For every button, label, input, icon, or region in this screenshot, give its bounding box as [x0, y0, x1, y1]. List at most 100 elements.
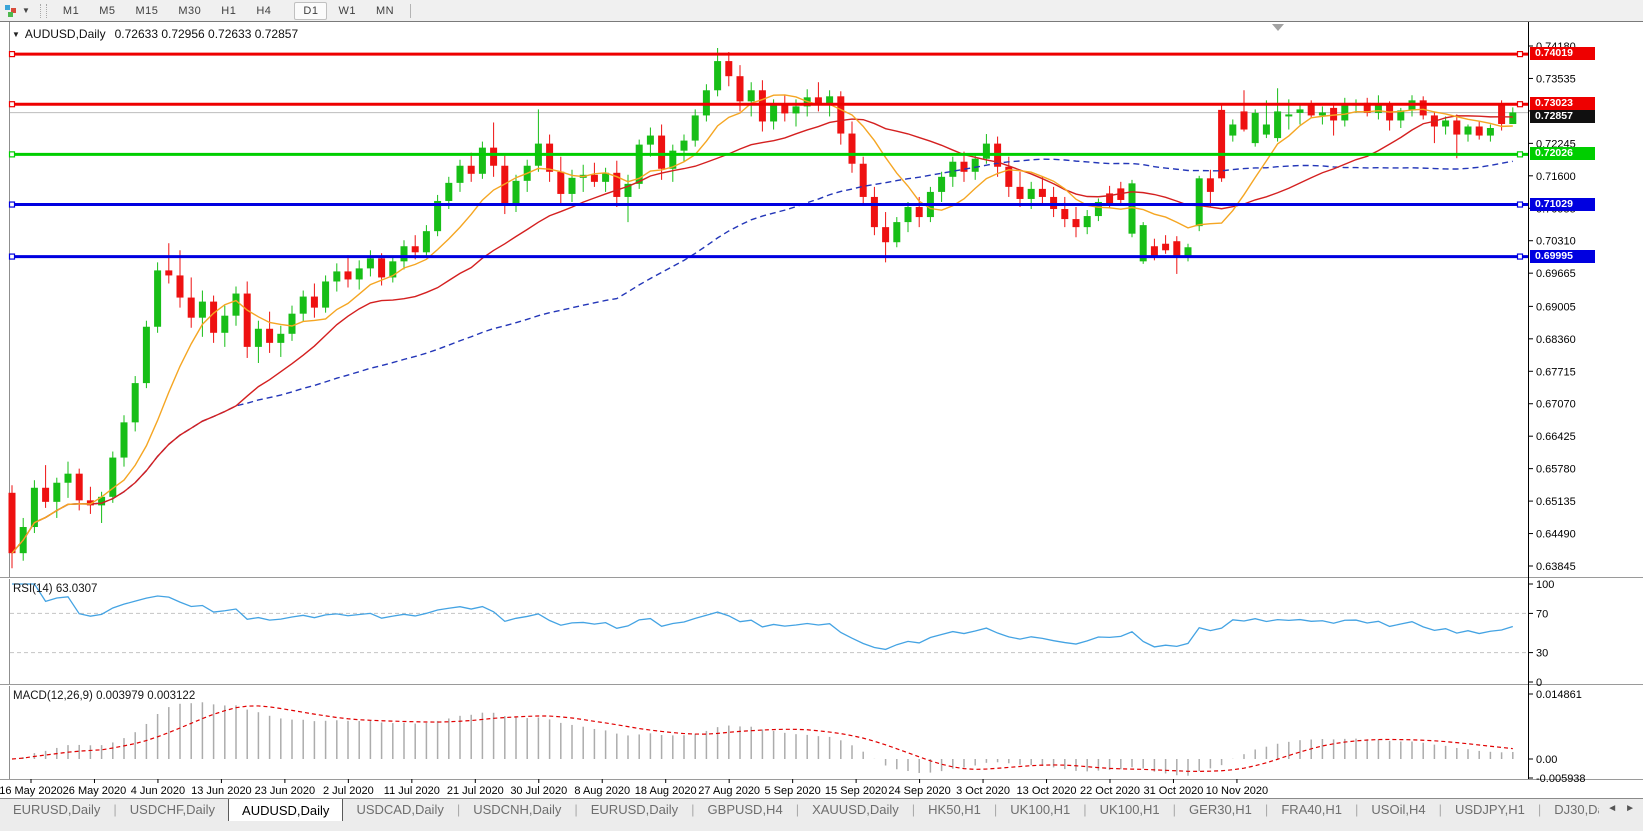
svg-text:22 Oct 2020: 22 Oct 2020	[1080, 785, 1140, 797]
svg-text:30 Jul 2020: 30 Jul 2020	[510, 785, 567, 797]
svg-text:24 Sep 2020: 24 Sep 2020	[888, 785, 950, 797]
svg-text:0.65135: 0.65135	[1536, 496, 1576, 508]
timeframe-button-M15[interactable]: M15	[135, 4, 159, 17]
tab-scroll-left-icon[interactable]: ◄	[1607, 803, 1618, 814]
rsi-pane[interactable]	[10, 583, 1528, 654]
chart-tab-eurusd-daily[interactable]: EURUSD,Daily	[590, 802, 679, 817]
svg-text:3 Oct 2020: 3 Oct 2020	[956, 785, 1010, 797]
timeframe-button-W1[interactable]: W1	[338, 4, 356, 17]
price-badge-0.71029: 0.71029	[1530, 198, 1595, 211]
tab-divider: |	[113, 802, 117, 817]
svg-text:13 Oct 2020: 13 Oct 2020	[1017, 785, 1077, 797]
chart-context-caret-icon[interactable]: ▼	[12, 30, 20, 39]
svg-text:70: 70	[1536, 608, 1548, 620]
svg-text:16 May 2020: 16 May 2020	[0, 785, 63, 797]
tab-divider: |	[795, 802, 800, 817]
svg-text:0.71600: 0.71600	[1536, 171, 1576, 183]
tab-divider: |	[993, 802, 998, 817]
chart-tab-usdcad-daily[interactable]: USDCAD,Daily	[356, 802, 444, 817]
ma-slow-line	[11, 158, 1513, 554]
chart-tabs: EURUSD,Daily | USDCHF,Daily AUDUSD,Daily USD…	[0, 799, 1599, 821]
chart-tab-usoil-h4[interactable]: USOil,H4	[1371, 802, 1426, 817]
tab-divider: |	[456, 802, 461, 817]
svg-text:0.64490: 0.64490	[1536, 529, 1576, 541]
timeframe-button-MN[interactable]: MN	[375, 4, 395, 17]
chart-tab-hk50-h1[interactable]: HK50,H1	[928, 802, 981, 817]
svg-text:27 Aug 2020: 27 Aug 2020	[698, 785, 760, 797]
chart-tab-dj30-daily[interactable]: DJ30,Daily	[1554, 802, 1599, 817]
svg-text:0.66425: 0.66425	[1536, 431, 1576, 443]
svg-text:5 Sep 2020: 5 Sep 2020	[764, 785, 820, 797]
macd-pane[interactable]	[11, 702, 1514, 776]
svg-text:15 Sep 2020: 15 Sep 2020	[825, 785, 887, 797]
ma-fast-line	[11, 94, 1513, 554]
toolbar-separator	[410, 3, 412, 18]
svg-text:0.67715: 0.67715	[1536, 366, 1576, 378]
tab-divider: |	[1083, 802, 1087, 817]
svg-text:13 Jun 2020: 13 Jun 2020	[191, 785, 252, 797]
svg-text:0.014861: 0.014861	[1536, 689, 1582, 701]
chart-tab-uk100-h1[interactable]: UK100,H1	[1099, 802, 1160, 817]
svg-text:0.70310: 0.70310	[1536, 236, 1576, 248]
timeframe-button-M1[interactable]: M1	[62, 4, 80, 17]
chart-profiles-icon[interactable]	[4, 4, 20, 18]
chart-tab-xauusd-daily[interactable]: XAUUSD,Daily	[812, 802, 899, 817]
tab-divider: |	[1438, 802, 1442, 817]
svg-text:-0.005938: -0.005938	[1536, 773, 1586, 785]
svg-text:0.65780: 0.65780	[1536, 464, 1576, 476]
current-price-badge: 0.72857	[1530, 110, 1595, 123]
symbol-label: AUDUSD,Daily	[24, 27, 106, 41]
svg-text:4 Jun 2020: 4 Jun 2020	[131, 785, 185, 797]
svg-text:100: 100	[1536, 579, 1554, 591]
svg-text:11 Jul 2020: 11 Jul 2020	[384, 785, 440, 797]
tab-divider: |	[691, 802, 695, 817]
svg-text:0.69005: 0.69005	[1536, 301, 1576, 313]
svg-text:0: 0	[1536, 677, 1542, 689]
tab-divider: |	[574, 802, 578, 817]
time-axis[interactable]: 16 May 2020 26 May 2020 4 Jun 2020 13 Jun 2…	[0, 779, 1268, 797]
tab-scroll-right-icon[interactable]: ►	[1625, 803, 1635, 814]
macd-indicator-label: MACD(12,26,9) 0.003979 0.003122	[13, 690, 196, 702]
tab-divider: |	[911, 802, 916, 817]
tab-scroll-controls: ◄ ►	[1599, 799, 1643, 818]
timeframe-button-group: M1 M5 M15 M30 H1 H4 D1 W1 MN	[53, 1, 404, 20]
price-badge-0.72026: 0.72026	[1530, 147, 1595, 160]
chart-shift-marker-icon	[1272, 24, 1284, 31]
svg-text:0.69665: 0.69665	[1536, 268, 1576, 280]
chart-tab-uk100-h1[interactable]: UK100,H1	[1010, 802, 1071, 817]
pane-separators	[0, 577, 1643, 780]
timeframe-button-M5[interactable]: M5	[99, 4, 116, 17]
chart-tab-ger30-h1[interactable]: GER30,H1	[1189, 802, 1252, 817]
timeframe-button-H1[interactable]: H1	[221, 4, 237, 17]
chart-tab-usdjpy-h1[interactable]: USDJPY,H1	[1454, 802, 1525, 817]
timeframe-button-D1[interactable]: D1	[294, 1, 328, 20]
chart-tab-eurusd-daily[interactable]: EURUSD,Daily	[13, 802, 101, 817]
timeframe-button-M30[interactable]: M30	[178, 4, 202, 17]
chart-tab-usdcnh-daily[interactable]: USDCNH,Daily	[473, 802, 562, 817]
svg-text:18 Aug 2020: 18 Aug 2020	[635, 785, 697, 797]
chart-title: ▼ AUDUSD,Daily 0.72633 0.72956 0.72633 0.7…	[12, 27, 298, 41]
ma-mid-line	[11, 115, 1513, 554]
chart-tab-usdchf-daily[interactable]: USDCHF,Daily	[129, 802, 216, 817]
svg-text:2 Jul 2020: 2 Jul 2020	[323, 785, 374, 797]
chart-tab-fra40-h1[interactable]: FRA40,H1	[1281, 802, 1343, 817]
svg-text:0.00: 0.00	[1536, 754, 1557, 766]
tab-divider: |	[1172, 802, 1177, 817]
chart-tab-gbpusd-h4[interactable]: GBPUSD,H4	[707, 802, 783, 817]
svg-text:0.73535: 0.73535	[1536, 73, 1576, 85]
profiles-dropdown-caret-icon[interactable]: ▼	[22, 6, 30, 15]
svg-text:0.63845: 0.63845	[1536, 561, 1576, 573]
timeframe-button-H4[interactable]: H4	[256, 4, 272, 17]
chart-tab-audusd-daily[interactable]: AUDUSD,Daily	[228, 799, 344, 821]
tab-divider: |	[1355, 802, 1359, 817]
chart-frame	[0, 21, 1643, 779]
svg-text:26 May 2020: 26 May 2020	[63, 785, 127, 797]
svg-text:0.68360: 0.68360	[1536, 334, 1576, 346]
rsi-indicator-label: RSI(14) 63.0307	[13, 583, 98, 595]
toolbar-grip[interactable]	[39, 3, 47, 18]
horizontal-lines-layer[interactable]	[8, 51, 1529, 260]
price-badge-0.69995: 0.69995	[1530, 250, 1595, 263]
svg-text:0.67070: 0.67070	[1536, 399, 1576, 411]
